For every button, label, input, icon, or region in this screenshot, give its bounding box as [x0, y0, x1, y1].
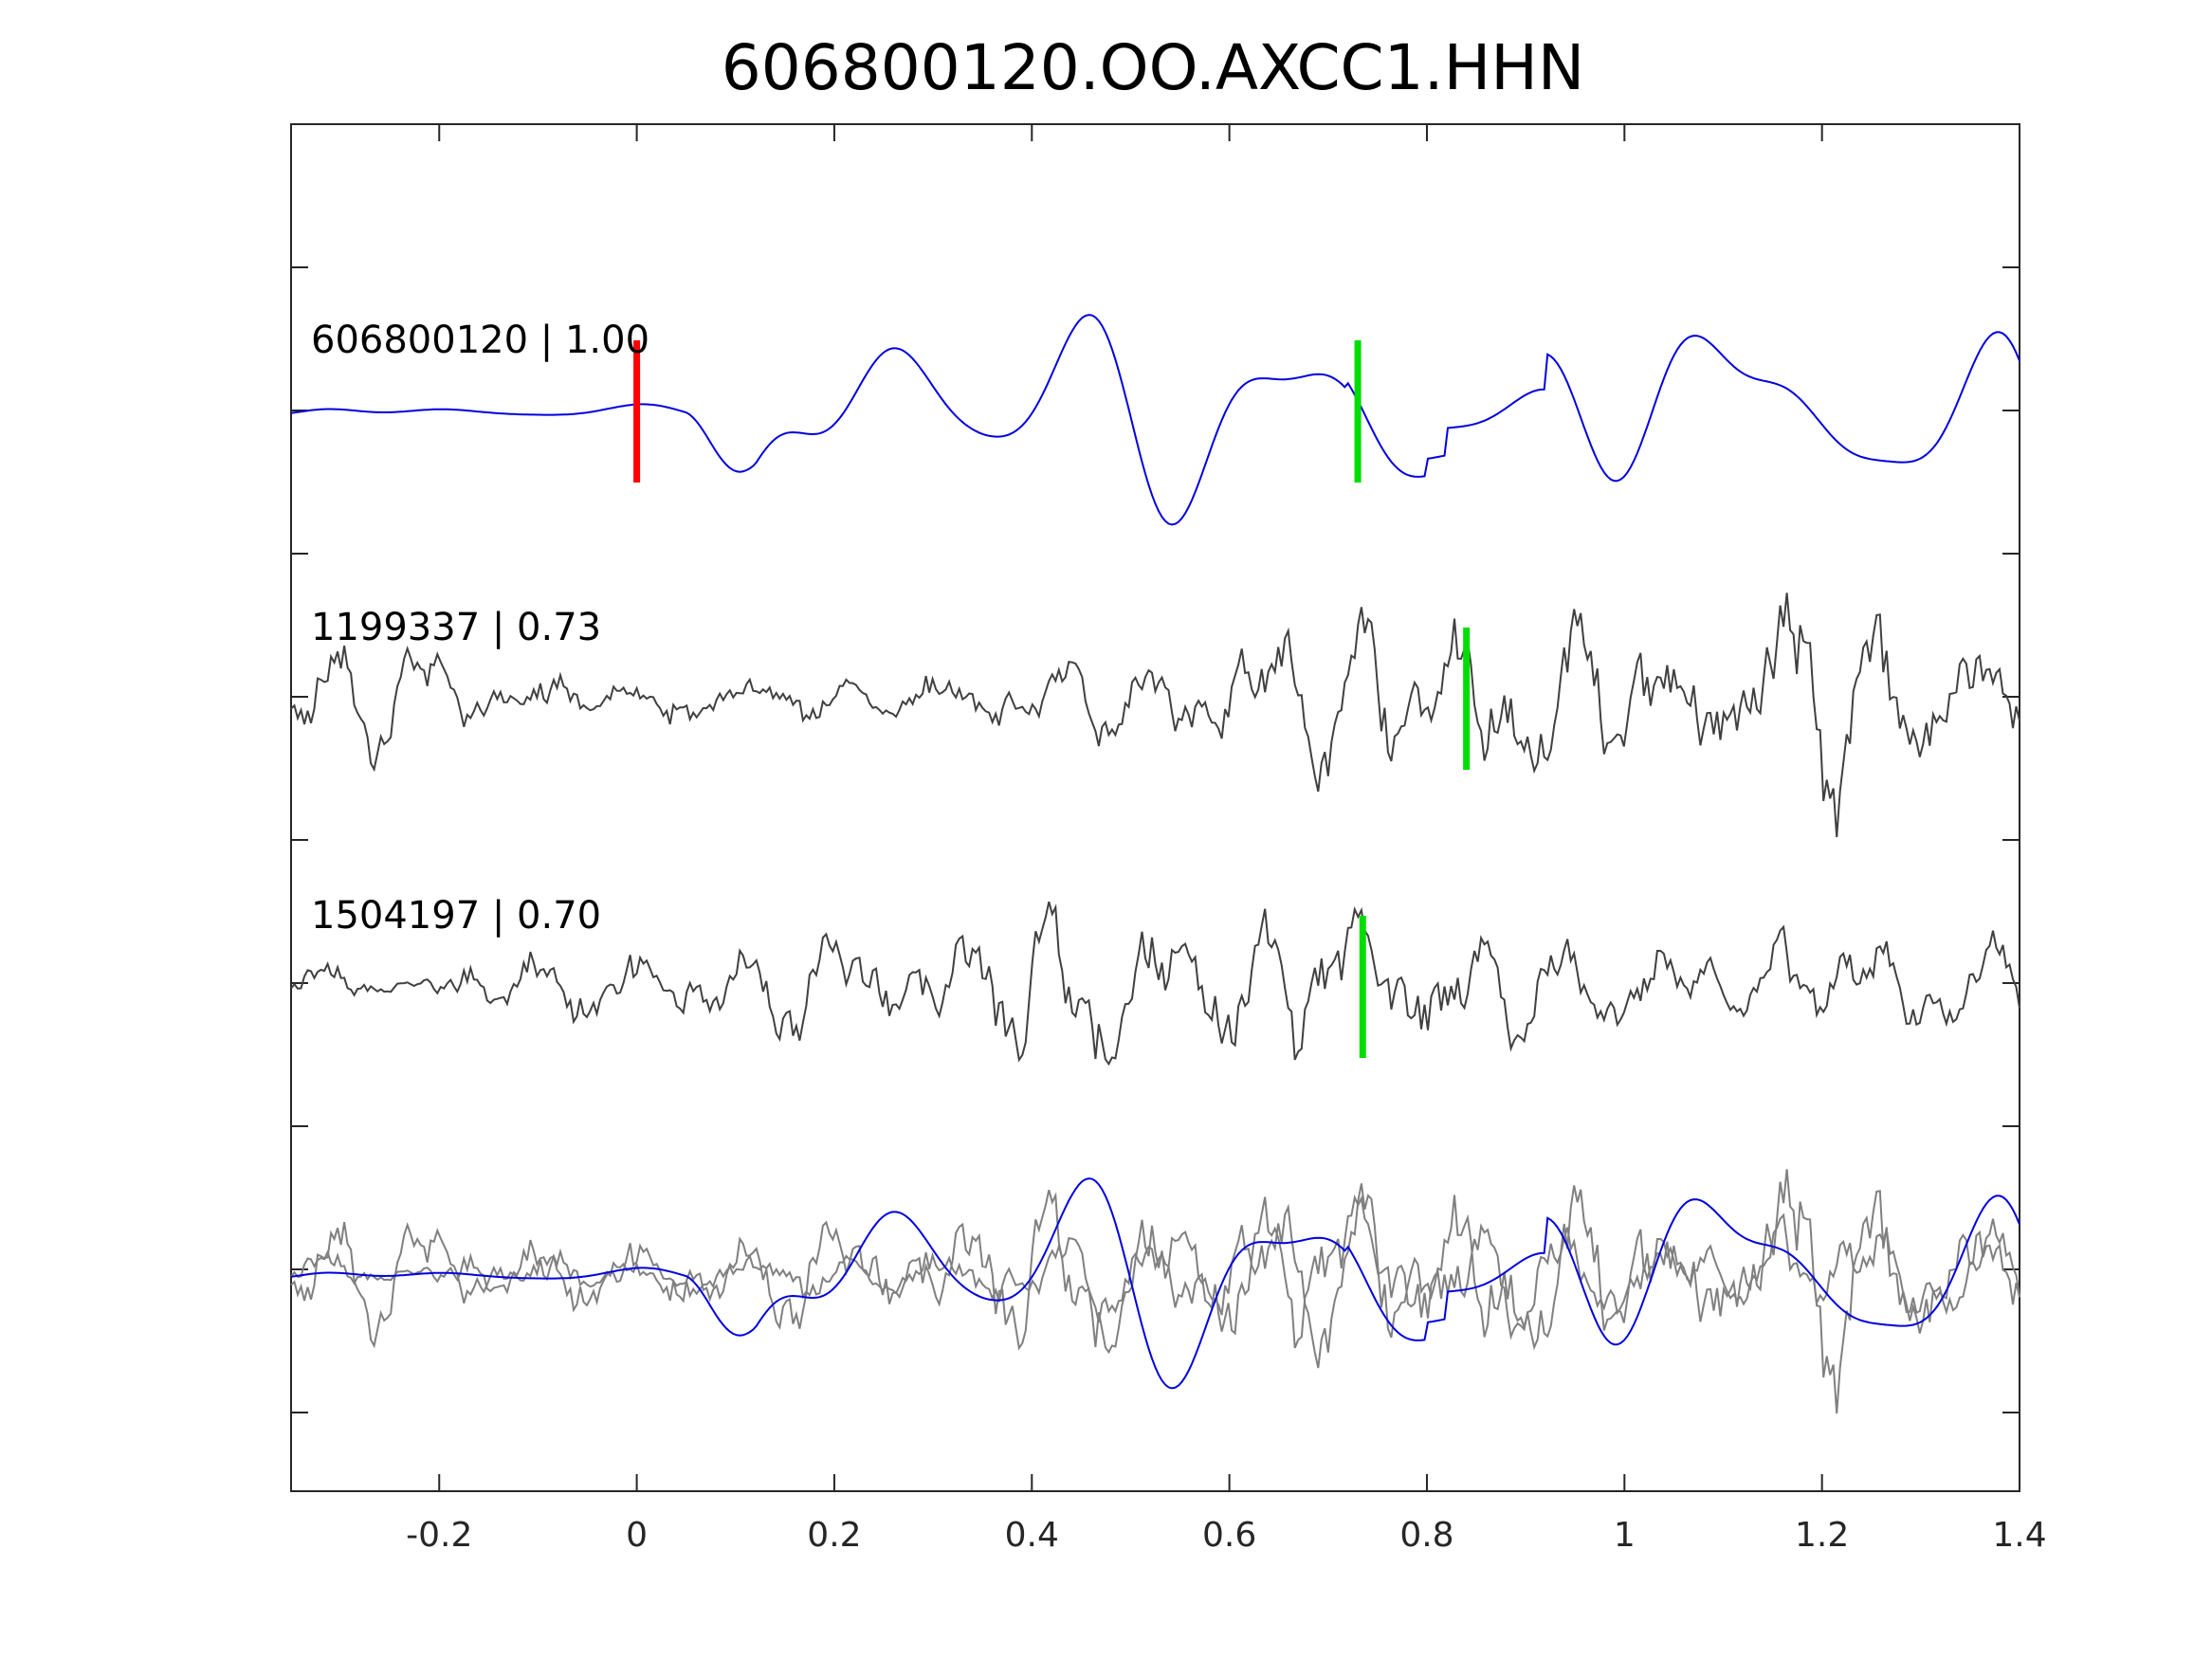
x-tick-label-8: 1.4 — [1992, 1516, 2046, 1555]
x-tick-label-4: 0.6 — [1202, 1516, 1256, 1555]
trace-label-1: 1199337 | 0.73 — [311, 606, 601, 649]
trace-labels: 606800120 | 1.00 1199337 | 0.73 1504197 | … — [311, 319, 649, 938]
x-tick-labels: -0.2 0 0.2 0.4 0.6 0.8 1 1.2 1.4 — [406, 1516, 2047, 1555]
plot-area-frame — [290, 123, 2020, 1492]
overlay-line-1 — [290, 1169, 2020, 1414]
overlay-trace-group — [290, 1169, 2020, 1414]
trace-group — [290, 314, 2020, 1066]
x-tick-label-1: 0 — [626, 1516, 648, 1555]
x-tick-label-6: 1 — [1614, 1516, 1636, 1555]
pick-markers — [633, 340, 1471, 1058]
trace-label-2: 1504197 | 0.70 — [311, 894, 601, 938]
overlay-line-2 — [290, 1189, 2020, 1355]
trace-line-1 — [290, 592, 2020, 838]
axis-ticks — [291, 124, 2020, 1491]
x-tick-label-0: -0.2 — [406, 1516, 472, 1555]
x-tick-label-7: 1.2 — [1795, 1516, 1849, 1555]
x-tick-label-5: 0.8 — [1399, 1516, 1453, 1555]
x-tick-label-3: 0.4 — [1005, 1516, 1059, 1555]
trace-line-2 — [290, 901, 2020, 1066]
chart-title: 606800120.OO.AXCC1.HHN — [722, 31, 1584, 104]
overlay-line-0 — [290, 1177, 2020, 1390]
x-tick-label-2: 0.2 — [807, 1516, 861, 1555]
trace-label-0: 606800120 | 1.00 — [311, 319, 649, 362]
trace-line-0 — [290, 314, 2020, 526]
